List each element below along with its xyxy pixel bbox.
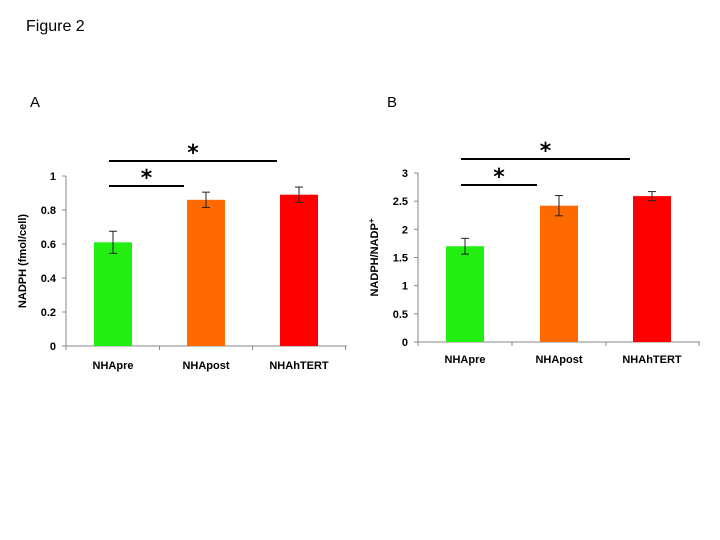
panel-b-significance-star: * bbox=[493, 165, 505, 190]
panel-b-bar-nhapre bbox=[446, 246, 484, 342]
panel-b-bar-nhahtert bbox=[633, 196, 671, 342]
panel-b-y-tick-label: 2.5 bbox=[393, 196, 408, 208]
panel-b-category-label: NHApost bbox=[535, 354, 582, 366]
panel-b-category-label: NHApre bbox=[445, 354, 486, 366]
panel-a-bar-nhapre bbox=[94, 242, 132, 346]
panel-label-a: A bbox=[30, 94, 41, 111]
panel-a-y-tick-label: 0.6 bbox=[41, 239, 56, 251]
panel-a-y-tick-label: 0.4 bbox=[41, 273, 57, 285]
figure-title: Figure 2 bbox=[26, 18, 85, 35]
panel-b-y-tick-label: 1 bbox=[402, 281, 408, 293]
panel-b-y-tick-label: 3 bbox=[402, 168, 408, 180]
panel-b-y-tick-label: 2 bbox=[402, 224, 408, 236]
panel-b-y-tick-label: 0.5 bbox=[393, 309, 408, 321]
panel-a-bar-nhahtert bbox=[280, 194, 318, 346]
panel-b-y-axis-label-superscript: + bbox=[367, 218, 376, 223]
panel-a-category-label: NHApre bbox=[93, 360, 134, 372]
panel-a-category-label: NHAhTERT bbox=[269, 360, 329, 372]
panel-a-y-tick-label: 0 bbox=[50, 341, 56, 353]
panel-label-b: B bbox=[387, 94, 398, 111]
panel-a-category-label: NHApost bbox=[182, 360, 229, 372]
panel-a-significance-star: * bbox=[141, 166, 153, 191]
panel-a-y-tick-label: 0.8 bbox=[41, 205, 56, 217]
panel-b-y-tick-label: 0 bbox=[402, 337, 408, 349]
panel-a-significance-star: * bbox=[187, 141, 199, 166]
panel-a-y-axis-label: NADPH (fmol/cell) bbox=[17, 214, 29, 308]
panel-b-y-tick-label: 1.5 bbox=[393, 253, 408, 265]
panel-a-y-tick-label: 0.2 bbox=[41, 307, 56, 319]
panel-b-y-axis-label: NADPH/NADP+ bbox=[367, 218, 382, 296]
panel-b-category-label: NHAhTERT bbox=[622, 354, 682, 366]
panel-b-bar-nhapost bbox=[540, 205, 578, 342]
panel-b-significance-star: * bbox=[540, 139, 552, 164]
panel-a-y-tick-label: 1 bbox=[50, 171, 56, 183]
panel-a-bar-nhapost bbox=[187, 199, 225, 346]
